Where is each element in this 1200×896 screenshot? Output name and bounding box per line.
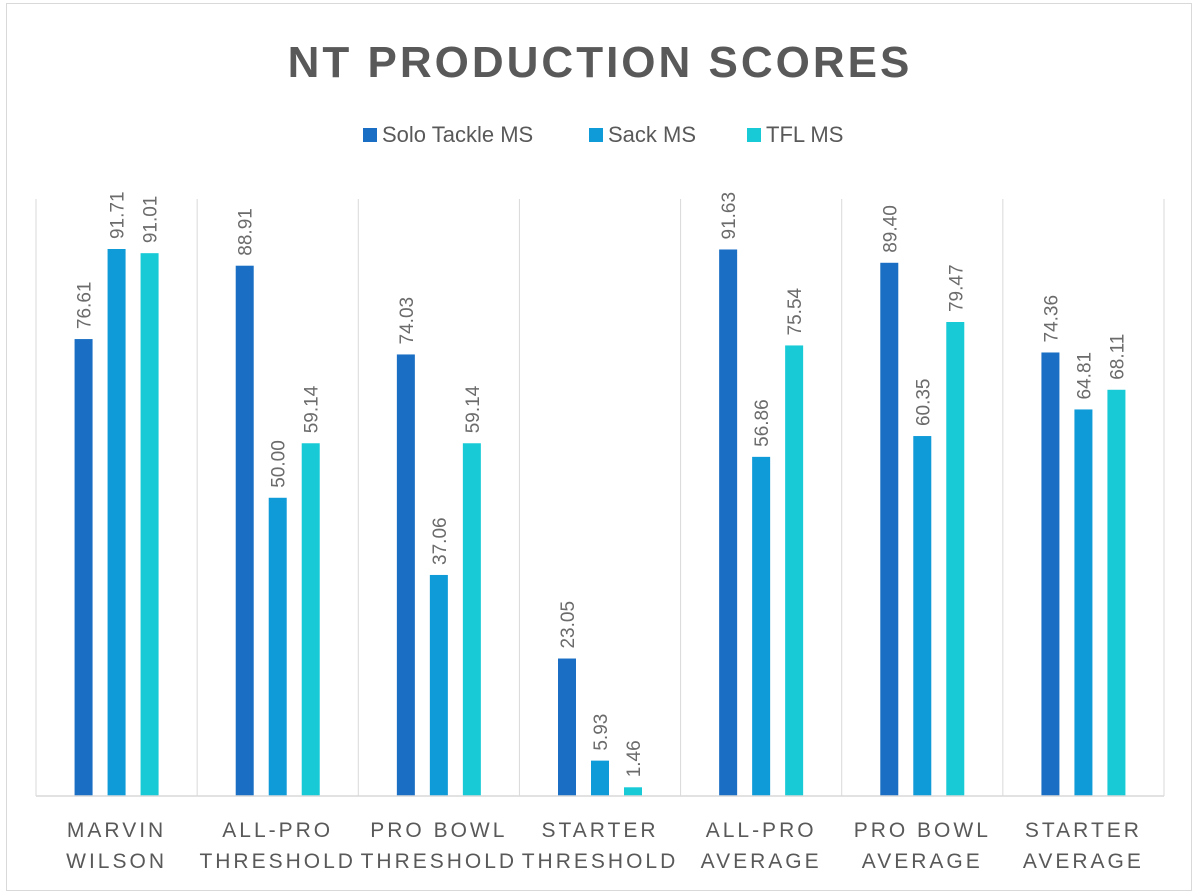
bar [719, 249, 738, 796]
data-label: 59.14 [463, 385, 484, 433]
legend-swatch-2 [589, 128, 603, 142]
bar [140, 253, 159, 796]
bar [74, 339, 93, 796]
category-label: WILSON [66, 850, 167, 873]
bar [1107, 389, 1126, 796]
category-label: STARTER [541, 819, 658, 842]
bar [268, 497, 287, 796]
data-label: 74.36 [1041, 295, 1062, 343]
category-label: AVERAGE [701, 850, 822, 873]
data-label: 37.06 [430, 517, 451, 565]
bar [396, 354, 415, 796]
bar [1074, 409, 1093, 796]
chart-svg: NT PRODUCTION SCORES Solo Tackle MS Sack … [35, 38, 1165, 873]
data-label: 5.93 [591, 714, 612, 751]
data-label: 91.71 [108, 191, 129, 239]
data-label: 75.54 [785, 287, 806, 335]
category-label: ALL-PRO [706, 819, 817, 842]
data-label: 91.63 [719, 192, 740, 240]
category-label: THRESHOLD [522, 850, 679, 873]
data-label: 60.35 [913, 378, 934, 426]
data-label: 23.05 [558, 601, 579, 649]
bar [624, 787, 642, 796]
bar [301, 443, 320, 796]
data-label: 59.14 [302, 385, 323, 433]
bar [558, 658, 576, 796]
chart-title: NT PRODUCTION SCORES [288, 38, 913, 87]
bar [880, 262, 899, 796]
category-label: PRO BOWL [854, 819, 991, 842]
chart-frame: NT PRODUCTION SCORES Solo Tackle MS Sack … [6, 3, 1192, 891]
bars [74, 249, 1126, 797]
category-label: MARVIN [67, 819, 166, 842]
bar [946, 322, 965, 796]
legend: Solo Tackle MS Sack MS TFL MS [363, 122, 843, 147]
category-labels: MARVIN WILSON ALL-PRO THRESHOLD PRO BOWL THRE… [66, 819, 1144, 873]
bar [429, 574, 448, 796]
data-label: 50.00 [269, 440, 290, 488]
data-label: 79.47 [946, 264, 967, 312]
data-label: 1.46 [624, 740, 645, 777]
legend-swatch-3 [747, 128, 761, 142]
category-label: AVERAGE [1023, 850, 1144, 873]
data-label: 68.11 [1107, 334, 1128, 380]
legend-label-1: Solo Tackle MS [382, 122, 533, 147]
bar [591, 760, 609, 796]
category-label: ALL-PRO [222, 819, 333, 842]
legend-label-3: TFL MS [766, 122, 843, 147]
data-label: 89.40 [880, 205, 901, 253]
category-label: THRESHOLD [361, 850, 518, 873]
bar [1041, 352, 1060, 796]
data-label: 76.61 [75, 282, 96, 330]
data-label: 56.86 [752, 399, 773, 447]
bar [913, 436, 932, 796]
data-label: 64.81 [1074, 352, 1095, 400]
legend-label-2: Sack MS [608, 122, 696, 147]
category-label: PRO BOWL [370, 819, 507, 842]
category-label: STARTER [1025, 819, 1142, 842]
legend-swatch-1 [363, 128, 377, 142]
bar [785, 345, 804, 796]
data-label: 74.03 [397, 297, 418, 345]
bar [107, 249, 126, 796]
data-label: 91.01 [141, 196, 162, 244]
category-label: THRESHOLD [199, 850, 356, 873]
value-labels: 76.61 91.71 91.01 88.91 50.00 59.14 74.03 37.06… [75, 191, 1129, 777]
category-label: AVERAGE [862, 850, 983, 873]
category-separators [35, 199, 1165, 796]
data-label: 88.91 [236, 208, 257, 256]
bar [462, 443, 481, 796]
bar [752, 456, 771, 796]
bar [235, 265, 254, 797]
